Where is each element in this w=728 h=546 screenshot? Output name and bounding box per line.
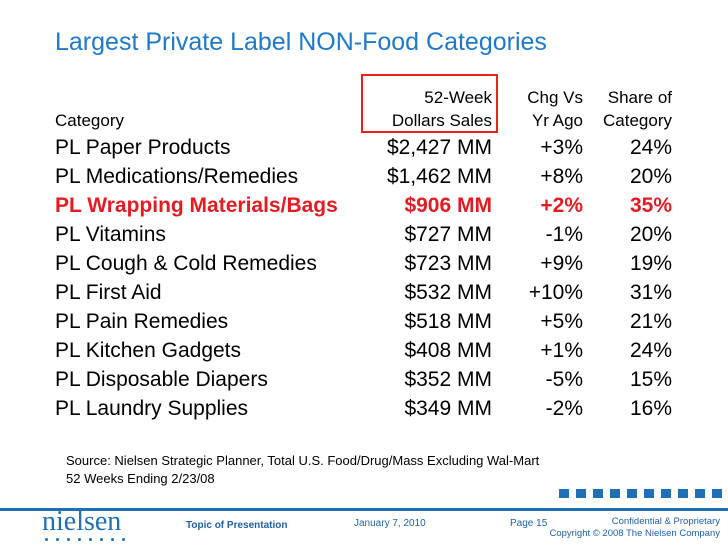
- row-category: PL Medications/Remedies: [55, 165, 299, 188]
- row-category: PL Pain Remedies: [55, 310, 229, 333]
- row-category: PL Cough & Cold Remedies: [55, 252, 317, 275]
- row-category: PL First Aid: [55, 281, 162, 304]
- footer-confidential: Confidential & Proprietary Copyright © 2…: [549, 516, 720, 540]
- row-change: -1%: [545, 223, 583, 246]
- row-sales: $2,427 MM: [386, 136, 492, 159]
- row-category: PL Wrapping Materials/Bags: [55, 194, 338, 217]
- footer-page-number: Page 15: [510, 518, 548, 529]
- footer-confidential-label: Confidential & Proprietary: [611, 516, 720, 527]
- header-category: Category: [55, 111, 124, 130]
- source-line-2: 52 Weeks Ending 2/23/08: [66, 471, 215, 486]
- page-title: Largest Private Label NON-Food Categorie…: [55, 28, 547, 56]
- row-category: PL Paper Products: [55, 136, 231, 159]
- row-change: -2%: [545, 397, 583, 420]
- row-share: 15%: [629, 368, 672, 391]
- source-note: Source: Nielsen Strategic Planner, Total…: [66, 452, 539, 488]
- footer-divider: [0, 508, 728, 511]
- table-row: PL Laundry Supplies $349 MM -2% 16%: [0, 397, 728, 426]
- row-category: PL Laundry Supplies: [55, 397, 249, 420]
- row-sales: $349 MM: [404, 397, 492, 420]
- row-category: PL Disposable Diapers: [55, 368, 268, 391]
- row-sales: $408 MM: [404, 339, 492, 362]
- source-line-1: Source: Nielsen Strategic Planner, Total…: [66, 453, 540, 468]
- table-row: PL Kitchen Gadgets $408 MM +1% 24%: [0, 339, 728, 368]
- table-row: PL First Aid $532 MM +10% 31%: [0, 281, 728, 310]
- table-row: PL Pain Remedies $518 MM +5% 21%: [0, 310, 728, 339]
- header-share-line2: Category: [603, 111, 672, 130]
- row-share: 21%: [629, 310, 672, 333]
- footer-topic: Topic of Presentation: [186, 520, 288, 531]
- row-sales: $906 MM: [404, 194, 492, 217]
- table-row: PL Cough & Cold Remedies $723 MM +9% 19%: [0, 252, 728, 281]
- table-row-highlighted: PL Wrapping Materials/Bags $906 MM +2% 3…: [0, 194, 728, 223]
- header-share-line1: Share of: [607, 88, 672, 107]
- row-sales: $352 MM: [404, 368, 492, 391]
- nielsen-logo: nielsen: [42, 506, 122, 537]
- row-share: 35%: [629, 194, 672, 217]
- table-row: PL Paper Products $2,427 MM +3% 24%: [0, 136, 728, 165]
- row-sales: $723 MM: [404, 252, 492, 275]
- row-change: +5%: [540, 310, 583, 333]
- footer-date: January 7, 2010: [354, 518, 426, 529]
- row-category: PL Vitamins: [55, 223, 166, 246]
- footer-copyright: Copyright © 2008 The Nielsen Company: [549, 528, 720, 539]
- row-sales: $1,462 MM: [386, 165, 492, 188]
- row-sales: $532 MM: [404, 281, 492, 304]
- row-change: +9%: [540, 252, 583, 275]
- table-row: PL Disposable Diapers $352 MM -5% 15%: [0, 368, 728, 397]
- row-change: +3%: [540, 136, 583, 159]
- row-share: 19%: [629, 252, 672, 275]
- row-change: -5%: [545, 368, 583, 391]
- row-share: 31%: [629, 281, 672, 304]
- row-category: PL Kitchen Gadgets: [55, 339, 242, 362]
- row-sales: $727 MM: [404, 223, 492, 246]
- row-share: 24%: [629, 136, 672, 159]
- row-change: +1%: [540, 339, 583, 362]
- table-row: PL Medications/Remedies $1,462 MM +8% 20…: [0, 165, 728, 194]
- header-chg-line1: Chg Vs: [527, 88, 583, 107]
- row-change: +2%: [540, 194, 583, 217]
- header-sales-line1: 52-Week: [424, 88, 492, 107]
- header-chg-line2: Yr Ago: [531, 111, 583, 130]
- row-sales: $518 MM: [404, 310, 492, 333]
- row-change: +10%: [528, 281, 583, 304]
- row-share: 16%: [629, 397, 672, 420]
- row-share: 24%: [629, 339, 672, 362]
- sales-column-highlight-box: [361, 74, 498, 133]
- row-share: 20%: [629, 165, 672, 188]
- row-share: 20%: [629, 223, 672, 246]
- table-row: PL Vitamins $727 MM -1% 20%: [0, 223, 728, 252]
- header-sales-line2: Dollars Sales: [391, 111, 492, 130]
- row-change: +8%: [540, 165, 583, 188]
